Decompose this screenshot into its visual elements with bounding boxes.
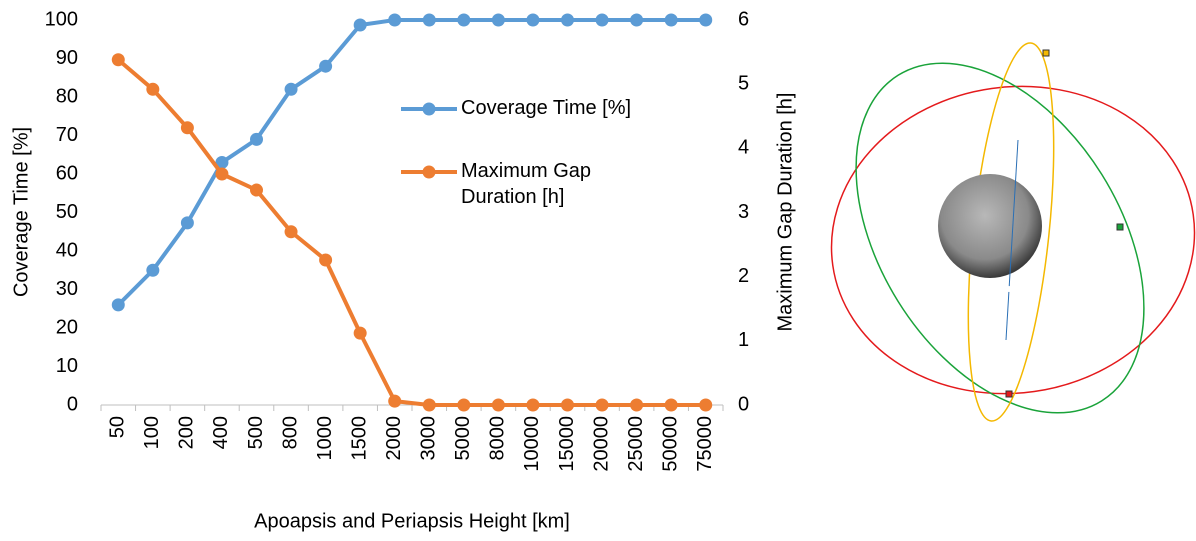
data-point bbox=[526, 13, 540, 27]
x-tick-label: 5000 bbox=[452, 416, 474, 461]
x-tick-label: 15000 bbox=[556, 416, 578, 472]
data-point bbox=[664, 13, 678, 27]
axis-line bbox=[1005, 139, 1019, 341]
y-tick-label: 20 bbox=[56, 316, 78, 338]
x-tick-label: 10000 bbox=[521, 416, 543, 472]
legend-label: Maximum Gap Duration [h] bbox=[461, 160, 592, 208]
data-point bbox=[319, 59, 333, 73]
data-point bbox=[353, 18, 367, 32]
data-point bbox=[630, 13, 644, 27]
x-axis-title: Apoapsis and Periapsis Height [km] bbox=[254, 510, 570, 532]
data-point bbox=[630, 398, 644, 412]
legend-marker bbox=[422, 165, 436, 179]
y2-tick-label: 5 bbox=[738, 72, 749, 94]
legend-marker bbox=[422, 102, 436, 116]
y-tick-label: 0 bbox=[67, 393, 78, 415]
y2-tick-label: 2 bbox=[738, 265, 749, 287]
orbit-diagram bbox=[830, 42, 1196, 422]
data-point bbox=[353, 326, 367, 340]
y2-tick-label: 3 bbox=[738, 201, 749, 223]
y2-tick-label: 1 bbox=[738, 329, 749, 351]
data-point bbox=[699, 398, 713, 412]
legend-entry: Coverage Time [%] bbox=[461, 97, 632, 119]
y-tick-label: 10 bbox=[56, 355, 78, 377]
x-tick-label: 400 bbox=[210, 416, 232, 449]
satellite-red bbox=[1005, 390, 1013, 398]
x-tick-label: 75000 bbox=[694, 416, 716, 472]
data-point bbox=[388, 13, 402, 27]
x-tick-label: 3000 bbox=[418, 416, 440, 461]
x-tick-label: 50 bbox=[107, 416, 129, 438]
data-point bbox=[526, 398, 540, 412]
data-point bbox=[561, 13, 574, 27]
y2-tick-label: 6 bbox=[738, 8, 749, 30]
x-tick-label: 1500 bbox=[348, 416, 370, 461]
data-point bbox=[284, 82, 298, 96]
data-point bbox=[284, 225, 298, 239]
x-tick-label: 500 bbox=[245, 416, 267, 449]
data-point bbox=[180, 121, 194, 135]
y-tick-label: 100 bbox=[45, 8, 78, 30]
data-point bbox=[561, 398, 574, 412]
x-tick-label: 100 bbox=[141, 416, 163, 449]
x-tick-label: 2000 bbox=[383, 416, 405, 461]
satellite-yellow bbox=[1042, 49, 1050, 57]
x-tick-label: 200 bbox=[176, 416, 198, 449]
satellite-green bbox=[1116, 223, 1124, 231]
y2-axis-title: Maximum Gap Duration [h] bbox=[774, 93, 796, 332]
data-point bbox=[491, 13, 505, 27]
legend-label: Coverage Time [%] bbox=[461, 97, 632, 119]
x-tick-label: 20000 bbox=[590, 416, 612, 472]
y-tick-label: 90 bbox=[56, 47, 78, 69]
data-point bbox=[111, 298, 125, 312]
data-point bbox=[319, 253, 333, 267]
y-tick-label: 50 bbox=[56, 201, 78, 223]
x-tick-label: 25000 bbox=[625, 416, 647, 472]
data-point bbox=[699, 13, 713, 27]
data-point bbox=[422, 13, 436, 27]
y2-tick-label: 4 bbox=[738, 137, 749, 159]
data-point bbox=[250, 183, 263, 197]
data-point bbox=[215, 155, 229, 169]
ground-station bbox=[1006, 286, 1012, 292]
data-point bbox=[491, 398, 505, 412]
data-point bbox=[215, 167, 229, 181]
x-tick-label: 50000 bbox=[659, 416, 681, 472]
data-point bbox=[146, 82, 160, 96]
data-point bbox=[146, 263, 160, 277]
legend-entry: Maximum Gap Duration [h] bbox=[461, 160, 592, 208]
moon bbox=[938, 174, 1042, 278]
x-tick-label: 8000 bbox=[487, 416, 509, 461]
y-tick-label: 70 bbox=[56, 124, 78, 146]
data-point bbox=[457, 398, 471, 412]
data-point bbox=[180, 216, 194, 230]
y-tick-label: 60 bbox=[56, 162, 78, 184]
data-point bbox=[595, 13, 609, 27]
data-point bbox=[422, 398, 436, 412]
data-point bbox=[595, 398, 609, 412]
x-tick-label: 800 bbox=[279, 416, 301, 449]
data-point bbox=[457, 13, 471, 27]
data-point bbox=[664, 398, 678, 412]
data-point bbox=[111, 53, 125, 67]
data-point bbox=[388, 394, 402, 408]
y-tick-label: 30 bbox=[56, 278, 78, 300]
y-axis-title: Coverage Time [%] bbox=[10, 127, 32, 297]
orbit-red bbox=[830, 85, 1196, 395]
y2-tick-label: 0 bbox=[738, 393, 749, 415]
y-tick-label: 80 bbox=[56, 85, 78, 107]
y-tick-label: 40 bbox=[56, 239, 78, 261]
orbit-green bbox=[855, 62, 1145, 414]
x-tick-label: 1000 bbox=[314, 416, 336, 461]
data-point bbox=[250, 132, 263, 146]
